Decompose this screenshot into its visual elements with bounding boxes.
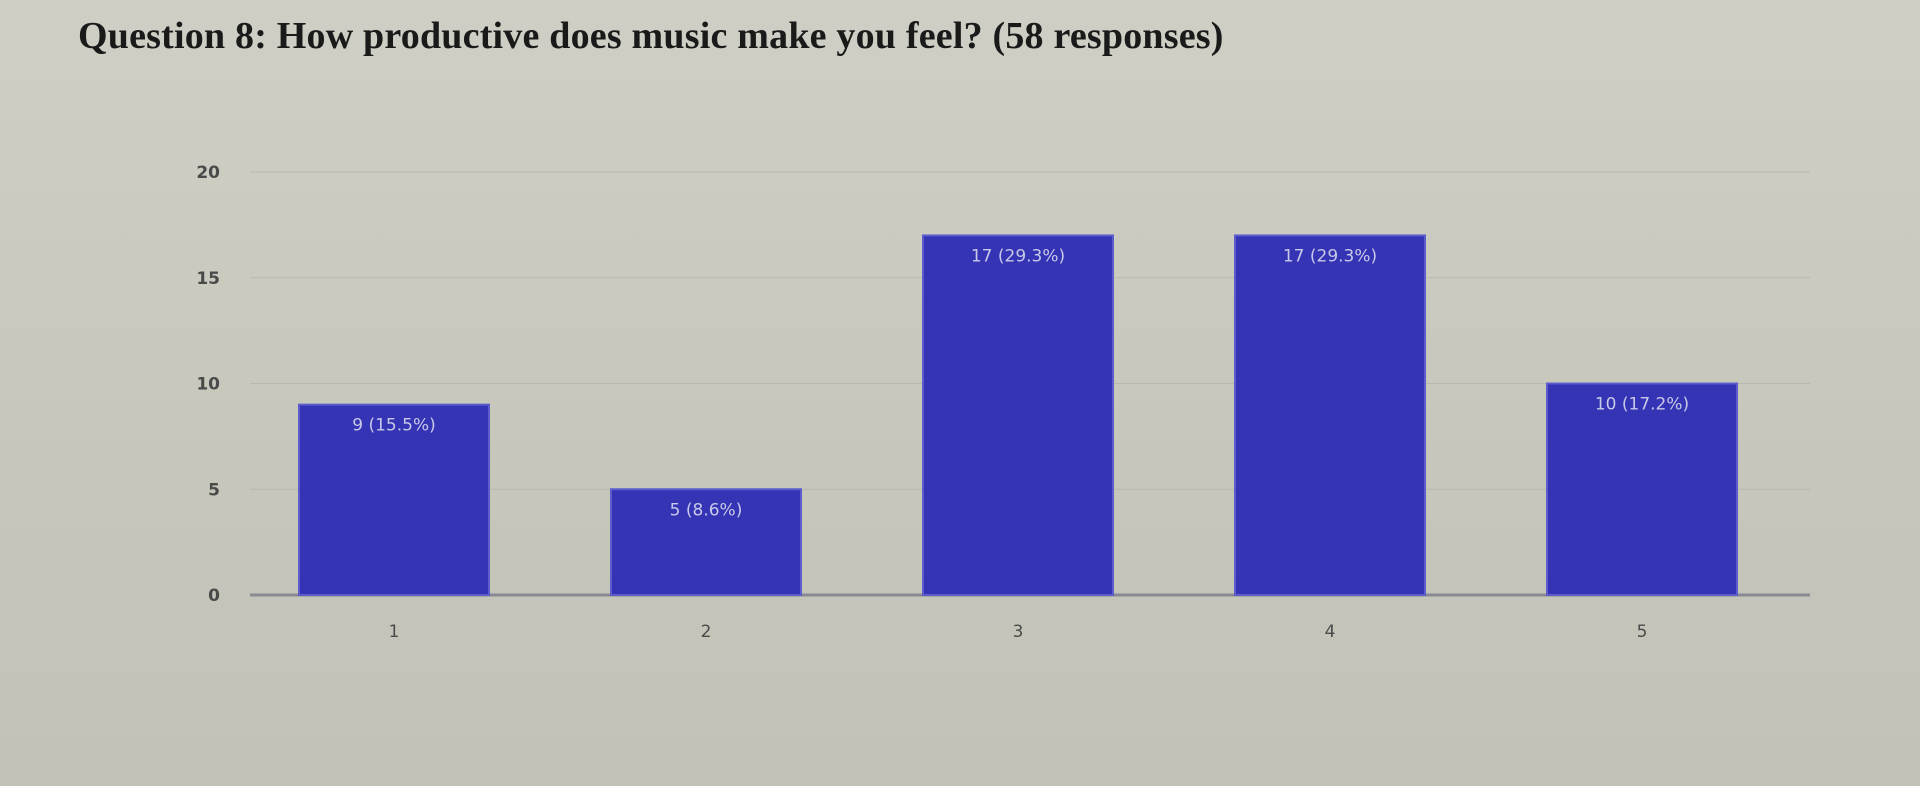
y-tick-label: 5 bbox=[208, 480, 220, 500]
y-tick-label: 10 bbox=[196, 375, 220, 395]
data-label: 10 (17.2%) bbox=[1595, 395, 1689, 415]
x-tick-label: 5 bbox=[1637, 622, 1648, 642]
x-tick-label: 3 bbox=[1013, 622, 1024, 642]
y-tick-label: 20 bbox=[196, 163, 220, 183]
x-tick-label: 1 bbox=[389, 622, 400, 642]
bar bbox=[298, 403, 490, 596]
data-label: 17 (29.3%) bbox=[971, 246, 1065, 266]
bar bbox=[1546, 382, 1738, 596]
data-label: 17 (29.3%) bbox=[1283, 246, 1377, 266]
data-label: 9 (15.5%) bbox=[352, 416, 436, 436]
chart-title: Question 8: How productive does music ma… bbox=[78, 15, 1224, 57]
bar bbox=[610, 488, 802, 596]
y-tick-label: 0 bbox=[208, 586, 220, 606]
x-tick-label: 4 bbox=[1325, 622, 1336, 642]
bar bbox=[1234, 234, 1426, 596]
bar bbox=[922, 234, 1114, 596]
y-tick-label: 15 bbox=[196, 269, 220, 289]
data-label: 5 (8.6%) bbox=[670, 500, 743, 520]
x-tick-label: 2 bbox=[701, 622, 712, 642]
